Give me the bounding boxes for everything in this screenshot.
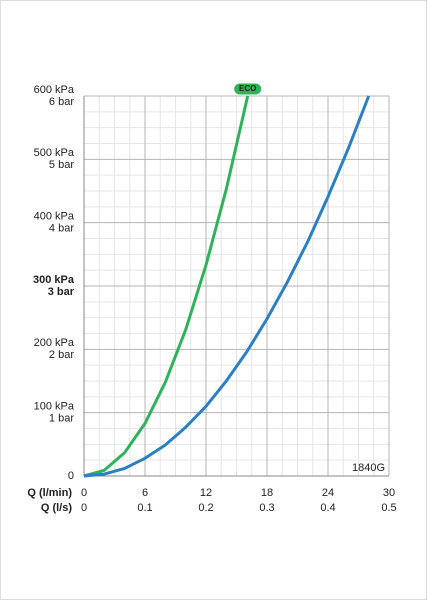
y-tick-label: 300 kPa	[33, 274, 75, 286]
x-tick-label: 12	[200, 487, 212, 499]
x-tick-label: 18	[261, 487, 273, 499]
series-line	[83, 95, 371, 478]
x2-tick-label: 0.4	[320, 502, 335, 514]
y-tick-label: 100 kPa	[34, 401, 75, 413]
x-tick-label: 6	[142, 487, 148, 499]
y-tick-label: 600 kPa	[34, 84, 75, 96]
x2-tick-label: 0.5	[381, 502, 396, 514]
legend-label: ECO	[239, 84, 256, 93]
y-tick-sublabel: 4 bar	[49, 223, 74, 235]
x-tick-label: 30	[383, 487, 395, 499]
y-tick-sublabel: 3 bar	[48, 286, 75, 298]
x2-axis-title: Q (l/s)	[41, 502, 73, 514]
watermark: 1840G	[352, 462, 385, 474]
x2-tick-label: 0	[81, 502, 87, 514]
legend-badge	[233, 82, 263, 96]
x2-tick-label: 0.1	[137, 502, 152, 514]
y-tick-label: 400 kPa	[34, 211, 75, 223]
y-tick-label: 200 kPa	[34, 337, 75, 349]
x2-tick-label: 0.3	[259, 502, 274, 514]
y-tick-label: 500 kPa	[34, 147, 75, 159]
x-axis-title: Q (l/min)	[27, 487, 72, 499]
y-tick-label: 0	[68, 470, 74, 482]
y-tick-sublabel: 6 bar	[49, 96, 74, 108]
y-tick-sublabel: 1 bar	[49, 413, 74, 425]
x2-tick-label: 0.2	[198, 502, 213, 514]
series-line	[83, 95, 250, 478]
y-tick-sublabel: 5 bar	[49, 159, 74, 171]
y-tick-sublabel: 2 bar	[49, 349, 74, 361]
x-tick-label: 24	[322, 487, 334, 499]
x-tick-label: 0	[81, 487, 87, 499]
